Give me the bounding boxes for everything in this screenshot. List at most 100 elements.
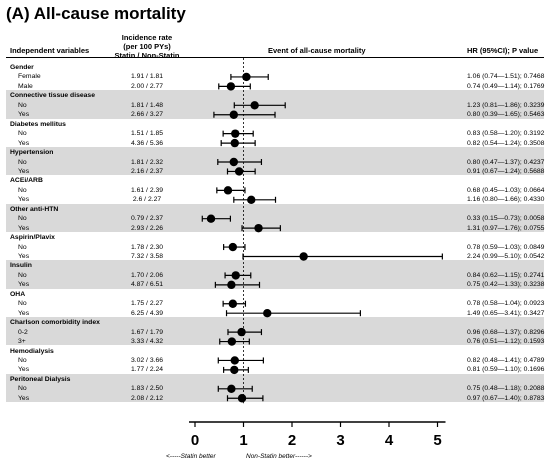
hr-point bbox=[226, 82, 236, 91]
hr-point bbox=[299, 252, 308, 261]
hr-value: 0.75 (0.42—1.33); 0.3238 bbox=[467, 281, 545, 289]
hr-value: 1.16 (0.80—1.66); 0.4330 bbox=[467, 196, 545, 204]
x-tick-label: 2 bbox=[288, 432, 296, 449]
row-label: No bbox=[18, 271, 27, 279]
row-label: No bbox=[18, 101, 27, 109]
hr-value: 0.97 (0.67—1.40); 0.8783 bbox=[467, 394, 545, 402]
row-label: Yes bbox=[18, 167, 30, 175]
row-label: No bbox=[18, 186, 27, 194]
row-label: Yes bbox=[18, 253, 30, 260]
hr-point bbox=[237, 394, 247, 403]
incidence-value: 7.32 / 3.58 bbox=[130, 253, 164, 260]
row-label: No bbox=[18, 158, 27, 166]
incidence-value: 2.6 / 2.27 bbox=[132, 196, 162, 204]
hr-value: 1.31 (0.97—1.76); 0.0755 bbox=[467, 224, 545, 232]
hr-value: 0.80 (0.47—1.37); 0.4237 bbox=[467, 158, 545, 166]
row-label: Yes bbox=[18, 139, 30, 147]
hr-point bbox=[263, 309, 272, 318]
hr-value: 0.91 (0.67—1.24); 0.5688 bbox=[467, 167, 545, 175]
hr-point bbox=[250, 101, 259, 110]
hr-point bbox=[230, 138, 239, 148]
row-label: Yes bbox=[18, 366, 30, 374]
hr-point bbox=[231, 271, 240, 280]
row-label: Yes bbox=[18, 196, 30, 204]
row-label: No bbox=[18, 130, 27, 138]
shaded-band bbox=[6, 203, 544, 233]
row-label: 0-2 bbox=[18, 328, 28, 336]
incidence-value: 3.02 / 3.66 bbox=[130, 356, 164, 364]
hr-point bbox=[227, 280, 236, 290]
header-incidence-line-2: (per 100 PYs) bbox=[123, 42, 171, 51]
hr-value: 2.24 (0.99—5.10); 0.0542 bbox=[467, 253, 545, 260]
footer-non-statin-better: Non-Statin better------> bbox=[246, 453, 312, 460]
header-incidence-rate: Incidence rate (per 100 PYs) Statin / No… bbox=[108, 33, 186, 60]
row-label: Male bbox=[18, 82, 33, 90]
group-label: Aspirin/Plavix bbox=[10, 234, 55, 242]
row-label: Yes bbox=[18, 224, 30, 232]
row-label: Yes bbox=[18, 281, 30, 289]
hr-value: 0.68 (0.45—1.03); 0.0664 bbox=[467, 186, 545, 194]
group-label: Peritoneal Dialysis bbox=[10, 375, 71, 383]
chart-title: (A) All-cause mortality bbox=[6, 4, 186, 23]
incidence-value: 1.81 / 2.32 bbox=[130, 158, 164, 166]
incidence-value: 4.87 / 6.51 bbox=[130, 281, 164, 289]
row-label: No bbox=[18, 300, 27, 308]
x-tick-label: 1 bbox=[239, 432, 247, 449]
shaded-band bbox=[6, 373, 544, 403]
hr-value: 0.81 (0.59—1.10); 0.1696 bbox=[467, 366, 545, 374]
hr-point bbox=[230, 365, 239, 375]
incidence-value: 1.75 / 2.27 bbox=[130, 300, 164, 308]
row-label: Female bbox=[18, 73, 41, 81]
hr-point bbox=[223, 186, 233, 195]
hr-value: 0.83 (0.58—1.20); 0.3192 bbox=[467, 130, 545, 138]
incidence-value: 2.16 / 2.37 bbox=[130, 167, 164, 175]
header-independent-variables: Independent variables bbox=[10, 46, 90, 55]
shaded-band bbox=[6, 147, 544, 176]
hr-point bbox=[231, 129, 240, 138]
row-label: No bbox=[18, 243, 27, 251]
incidence-value: 1.83 / 2.50 bbox=[130, 385, 164, 393]
incidence-value: 6.25 / 4.39 bbox=[130, 309, 164, 317]
group-label: ACEi/ARB bbox=[10, 177, 43, 185]
incidence-value: 1.51 / 1.85 bbox=[130, 130, 164, 138]
hr-point bbox=[230, 356, 239, 365]
row-label: No bbox=[18, 385, 27, 393]
header-incidence-line-3: Statin / Non-Statin bbox=[114, 51, 180, 60]
group-label: Diabetes mellitus bbox=[10, 120, 66, 128]
hr-point bbox=[227, 384, 236, 393]
shaded-band bbox=[6, 260, 544, 289]
group-label: Gender bbox=[10, 64, 34, 71]
hr-point bbox=[242, 72, 251, 82]
row-label: 3+ bbox=[18, 338, 26, 346]
group-label: Connective tissue disease bbox=[10, 92, 95, 100]
group-label: Charlson comorbidity index bbox=[10, 319, 100, 327]
hr-point bbox=[227, 337, 237, 346]
hr-value: 0.75 (0.48—1.18); 0.2088 bbox=[467, 385, 545, 393]
hr-value: 0.76 (0.51—1.12); 0.1593 bbox=[467, 338, 545, 346]
x-tick-label: 0 bbox=[191, 432, 199, 449]
hr-point bbox=[234, 167, 244, 176]
hr-value: 1.49 (0.65—3.41); 0.3427 bbox=[467, 309, 545, 317]
incidence-value: 2.00 / 2.77 bbox=[130, 82, 164, 90]
header-hr: HR (95%CI); P value bbox=[467, 46, 539, 55]
row-label: No bbox=[18, 356, 27, 364]
hr-value: 0.96 (0.68—1.37); 0.8296 bbox=[467, 328, 545, 336]
hr-point bbox=[254, 223, 263, 233]
hr-point bbox=[229, 110, 238, 119]
incidence-value: 4.36 / 5.36 bbox=[130, 139, 164, 147]
row-label: Yes bbox=[18, 111, 30, 119]
hr-value: 0.78 (0.58—1.04); 0.0923 bbox=[467, 300, 545, 308]
hr-point bbox=[237, 327, 246, 337]
incidence-value: 1.77 / 2.24 bbox=[130, 366, 164, 374]
row-bands bbox=[6, 0, 544, 469]
group-label: OHA bbox=[10, 290, 26, 298]
incidence-value: 2.93 / 2.26 bbox=[130, 224, 164, 232]
hr-value: 1.06 (0.74—1.51); 0.7468 bbox=[467, 73, 545, 81]
row-label: Yes bbox=[18, 309, 30, 317]
footer-statin-better: <-----Statin better bbox=[166, 453, 216, 460]
hr-point bbox=[229, 157, 238, 167]
hr-value: 0.82 (0.54—1.24); 0.3508 bbox=[467, 139, 545, 147]
hr-value: 0.82 (0.48—1.41); 0.4789 bbox=[467, 356, 545, 364]
